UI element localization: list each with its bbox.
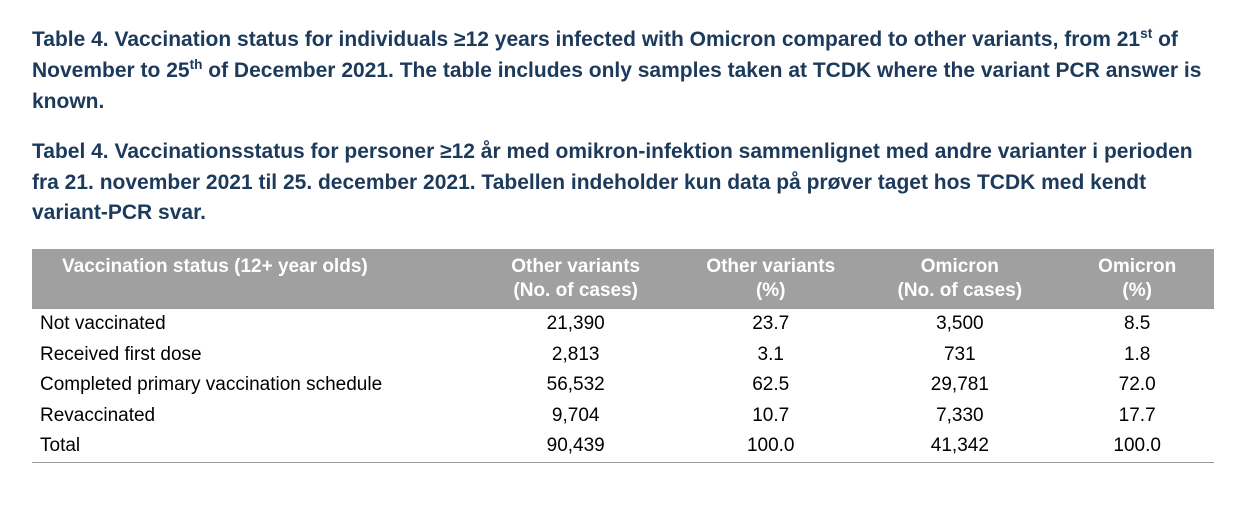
cell-status: Completed primary vaccination schedule <box>32 370 469 401</box>
cell-omicron-pct: 17.7 <box>1060 401 1214 432</box>
cell-other-pct: 62.5 <box>682 370 859 401</box>
col-header-omicron-n: Omicron (No. of cases) <box>859 249 1060 309</box>
caption-en-p4: of December 2021. The table includes onl… <box>32 59 1201 112</box>
caption-en-sup1: st <box>1140 26 1152 41</box>
cell-other-n: 56,532 <box>469 370 682 401</box>
cell-omicron-n: 41,342 <box>859 431 1060 462</box>
caption-english: Table 4. Vaccination status for individu… <box>32 24 1214 117</box>
cell-omicron-n: 3,500 <box>859 309 1060 340</box>
cell-other-pct: 3.1 <box>682 340 859 371</box>
cell-status: Received first dose <box>32 340 469 371</box>
table-header-row: Vaccination status (12+ year olds) Other… <box>32 249 1214 309</box>
col-header-other-pct: Other variants (%) <box>682 249 859 309</box>
cell-other-pct: 23.7 <box>682 309 859 340</box>
table-row: Received first dose 2,813 3.1 731 1.8 <box>32 340 1214 371</box>
col-header-status: Vaccination status (12+ year olds) <box>32 249 469 309</box>
cell-other-n: 90,439 <box>469 431 682 462</box>
cell-omicron-n: 29,781 <box>859 370 1060 401</box>
caption-en-p0: Table 4. Vaccination status for individu… <box>32 28 1140 51</box>
cell-other-pct: 10.7 <box>682 401 859 432</box>
cell-status: Revaccinated <box>32 401 469 432</box>
table-row: Revaccinated 9,704 10.7 7,330 17.7 <box>32 401 1214 432</box>
table-row: Not vaccinated 21,390 23.7 3,500 8.5 <box>32 309 1214 340</box>
cell-omicron-pct: 100.0 <box>1060 431 1214 462</box>
caption-en-sup3: th <box>190 57 203 72</box>
cell-other-n: 2,813 <box>469 340 682 371</box>
cell-omicron-n: 7,330 <box>859 401 1060 432</box>
table-row: Total 90,439 100.0 41,342 100.0 <box>32 431 1214 462</box>
cell-status: Not vaccinated <box>32 309 469 340</box>
cell-omicron-pct: 72.0 <box>1060 370 1214 401</box>
col-header-other-n: Other variants (No. of cases) <box>469 249 682 309</box>
vaccination-table: Vaccination status (12+ year olds) Other… <box>32 249 1214 463</box>
cell-other-pct: 100.0 <box>682 431 859 462</box>
cell-status: Total <box>32 431 469 462</box>
table-body: Not vaccinated 21,390 23.7 3,500 8.5 Rec… <box>32 309 1214 463</box>
cell-other-n: 9,704 <box>469 401 682 432</box>
cell-other-n: 21,390 <box>469 309 682 340</box>
col-header-omicron-pct: Omicron (%) <box>1060 249 1214 309</box>
cell-omicron-n: 731 <box>859 340 1060 371</box>
table-row: Completed primary vaccination schedule 5… <box>32 370 1214 401</box>
caption-danish: Tabel 4. Vaccinationsstatus for personer… <box>32 137 1214 228</box>
cell-omicron-pct: 1.8 <box>1060 340 1214 371</box>
cell-omicron-pct: 8.5 <box>1060 309 1214 340</box>
